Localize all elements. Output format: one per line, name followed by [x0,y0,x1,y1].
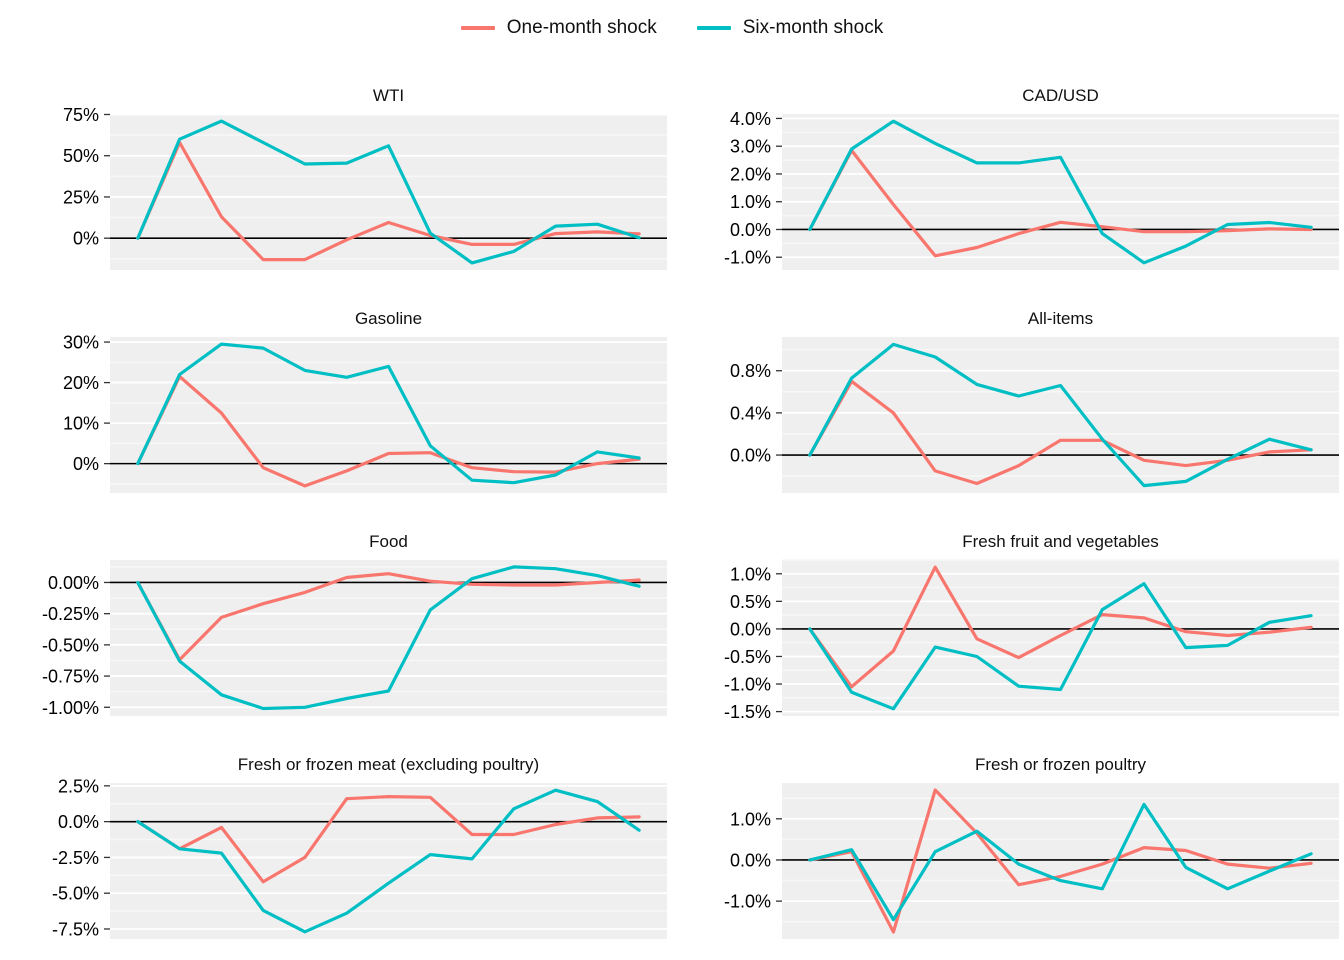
svg-text:-1.5%: -1.5% [724,702,771,722]
svg-text:0.8%: 0.8% [730,361,771,381]
svg-text:-0.5%: -0.5% [724,647,771,667]
svg-text:-1.0%: -1.0% [724,892,771,912]
facet-title-all-items: All-items [1027,309,1094,328]
svg-text:-2.5%: -2.5% [52,848,99,868]
svg-text:0.0%: 0.0% [730,220,771,240]
svg-text:1.0%: 1.0% [730,564,771,584]
svg-text:30%: 30% [63,333,99,353]
svg-text:0.0%: 0.0% [58,812,99,832]
svg-text:0.5%: 0.5% [730,592,771,612]
one-month-line-key-icon [460,26,495,30]
legend-label-six-month: Six-month shock [742,17,884,38]
svg-text:1.0%: 1.0% [730,809,771,829]
gasoline-plot: 0% 10% 20% 30% [63,333,667,493]
svg-text:0.0%: 0.0% [730,619,771,639]
svg-text:0.0%: 0.0% [730,850,771,870]
food-plot: -1.00% -0.75% -0.50% -0.25% 0.00% [42,560,667,718]
facet-title-gasoline: Gasoline [354,309,423,328]
svg-text:-1.00%: -1.00% [42,698,99,718]
svg-text:25%: 25% [63,187,99,207]
fresh-frozen-poultry-plot: -1.0% 0.0% 1.0% [724,783,1339,939]
svg-text:-0.25%: -0.25% [42,604,99,624]
legend-item-six-month: Six-month shock [696,17,884,39]
facet-title-fresh-fruit-vegetables: Fresh fruit and vegetables [962,532,1159,551]
svg-text:-7.5%: -7.5% [52,919,99,939]
facet-all-items: All-items 0.0% 0.4% 0.8% [672,273,1344,496]
svg-text:-5.0%: -5.0% [52,884,99,904]
six-month-line-key-icon [696,26,731,30]
svg-text:0.0%: 0.0% [730,446,771,466]
svg-text:0%: 0% [73,229,99,249]
facet-fresh-frozen-poultry: Fresh or frozen poultry -1.0% 0.0% 1.0% [672,719,1344,942]
svg-text:10%: 10% [63,414,99,434]
facet-fresh-fruit-vegetables: Fresh fruit and vegetables -1.5% -1.0% -0.… [672,496,1344,722]
svg-text:1.0%: 1.0% [730,192,771,212]
facet-cad-usd: CAD/USD -1.0% 0.0% 1.0% 2.0% 3.0% 4.0% [672,50,1344,273]
facet-gasoline: Gasoline 0% 10% 20% 30% [0,273,672,496]
legend-item-one-month: One-month shock [460,17,657,39]
svg-text:-1.0%: -1.0% [724,248,771,268]
svg-text:0.4%: 0.4% [730,403,771,423]
facet-fresh-frozen-meat: Fresh or frozen meat (excluding poultry)… [0,719,672,942]
facet-title-wti: WTI [372,86,405,105]
svg-text:3.0%: 3.0% [730,137,771,157]
svg-text:2.0%: 2.0% [730,164,771,184]
svg-text:-0.75%: -0.75% [42,667,99,687]
svg-text:4.0%: 4.0% [730,109,771,129]
svg-text:20%: 20% [63,373,99,393]
facet-title-fresh-frozen-meat: Fresh or frozen meat (excluding poultry) [237,755,540,774]
svg-text:0.00%: 0.00% [48,573,99,593]
facet-title-food: Food [369,532,408,551]
legend: One-month shock Six-month shock [0,0,1344,50]
svg-text:2.5%: 2.5% [58,776,99,796]
svg-text:50%: 50% [63,146,99,166]
fresh-frozen-meat-plot: -7.5% -5.0% -2.5% 0.0% 2.5% [52,776,667,939]
svg-text:75%: 75% [63,105,99,125]
legend-label-one-month: One-month shock [506,17,657,38]
svg-text:0%: 0% [73,454,99,474]
cad-usd-plot: -1.0% 0.0% 1.0% 2.0% 3.0% 4.0% [724,109,1339,270]
svg-text:-0.50%: -0.50% [42,635,99,655]
svg-text:-1.0%: -1.0% [724,675,771,695]
facet-title-fresh-frozen-poultry: Fresh or frozen poultry [974,755,1146,774]
fresh-fruit-vegetables-plot: -1.5% -1.0% -0.5% 0.0% 0.5% 1.0% [724,559,1339,722]
facet-wti: WTI 0% 25% 50% 75% [0,50,672,273]
wti-plot: 0% 25% 50% 75% [63,105,667,270]
all-items-plot: 0.0% 0.4% 0.8% [730,337,1339,493]
facet-grid: WTI 0% 25% 50% 75% CAD/USD -1.0% 0.0% 1.0% 2.0… [0,50,1344,942]
facet-title-cad-usd: CAD/USD [1022,86,1099,105]
facet-food: Food -1.00% -0.75% -0.50% -0.25% 0.00% [0,496,672,719]
